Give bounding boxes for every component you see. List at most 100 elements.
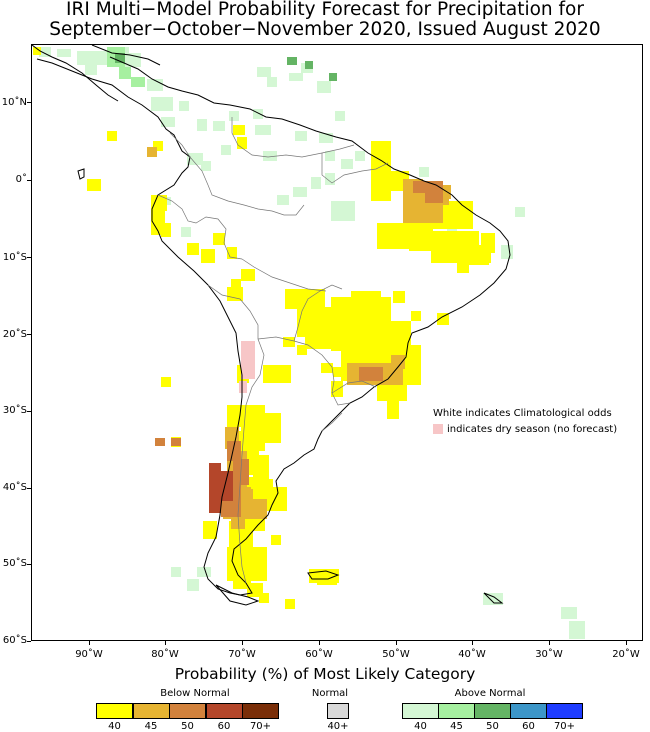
above-normal-swatch-70+ — [546, 703, 583, 719]
forecast-cell — [333, 367, 347, 377]
below-normal-swatch-40-label: 40 — [108, 721, 121, 732]
lat-label-50s: 50˚S — [2, 558, 27, 569]
forecast-cell — [411, 311, 421, 321]
lon-label-40w: 40˚W — [458, 649, 486, 660]
forecast-cell — [437, 313, 449, 325]
climatological-odds-note: White indicates Climatological odds — [433, 408, 612, 419]
forecast-cell — [331, 201, 355, 221]
legend-note-box — [430, 404, 615, 438]
falkland-islands — [307, 570, 340, 580]
forecast-cell — [115, 53, 125, 63]
forecast-cell — [259, 593, 269, 603]
forecast-cell — [131, 77, 145, 87]
forecast-cell — [221, 145, 231, 155]
forecast-cell — [187, 153, 203, 165]
normal-label: Normal — [311, 688, 349, 699]
below-normal-swatch-50 — [169, 703, 206, 719]
forecast-cell — [227, 441, 241, 461]
country-border — [231, 117, 355, 158]
forecast-cell — [231, 515, 245, 529]
forecast-cell — [213, 121, 225, 131]
forecast-cell — [107, 131, 117, 141]
above-normal-swatch-70+-label: 70+ — [553, 721, 576, 732]
forecast-cell — [561, 607, 577, 619]
forecast-cell — [329, 73, 337, 81]
forecast-cell — [391, 355, 405, 369]
forecast-cell — [325, 173, 335, 185]
normal-swatch-label: 40+ — [327, 721, 349, 732]
lat-label-0: 0˚ — [15, 174, 27, 185]
forecast-cell — [201, 161, 211, 171]
forecast-cell — [469, 251, 489, 265]
below-normal-swatch-70+-label: 70+ — [249, 721, 272, 732]
forecast-cell — [287, 57, 297, 65]
forecast-cell — [285, 599, 295, 609]
south-america-coastline — [36, 56, 511, 596]
lat-label-10n: 10˚N — [1, 97, 27, 108]
lon-tick — [472, 641, 473, 645]
forecast-cell — [39, 47, 51, 57]
country-border — [321, 153, 389, 184]
forecast-cell — [277, 195, 289, 205]
forecast-cell — [181, 227, 191, 237]
below-normal-label: Below Normal — [160, 688, 230, 699]
forecast-cell — [77, 51, 107, 65]
lon-label-60w: 60˚W — [305, 649, 333, 660]
forecast-cell — [501, 245, 513, 259]
lat-label-40s: 40˚S — [2, 482, 27, 493]
tierra-del-fuego — [215, 584, 260, 606]
lon-tick — [242, 641, 243, 645]
country-border — [293, 284, 343, 342]
lat-tick — [27, 411, 31, 412]
lat-tick — [27, 102, 31, 103]
below-normal-swatch-45-label: 45 — [144, 721, 158, 732]
below-normal-swatch-45 — [132, 703, 170, 719]
forecast-cell — [297, 345, 307, 355]
lon-tick — [549, 641, 550, 645]
above-normal-swatch-40 — [402, 703, 439, 719]
forecast-cell — [419, 167, 429, 177]
forecast-cell — [233, 561, 251, 589]
forecast-cell — [197, 567, 211, 577]
forecast-map — [31, 44, 643, 641]
above-normal-swatch-45 — [438, 703, 475, 719]
caribbean-coastline — [91, 45, 161, 66]
forecast-cell — [231, 279, 241, 289]
lat-label-10s: 10˚S — [2, 252, 27, 263]
forecast-cell — [271, 535, 281, 545]
forecast-cell — [213, 233, 225, 245]
above-normal-swatch-50-label: 50 — [486, 721, 499, 732]
forecast-cell — [233, 125, 245, 135]
forecast-cell — [179, 101, 189, 111]
forecast-cell — [569, 621, 585, 639]
forecast-cell — [151, 195, 167, 211]
country-border — [157, 194, 243, 260]
forecast-cell — [293, 187, 307, 197]
lat-label-60s: 60˚S — [2, 635, 27, 646]
forecast-cell — [197, 119, 207, 131]
map-title-line-1: IRI Multi−Model Probability Forecast for… — [66, 0, 584, 20]
forecast-cell — [171, 567, 181, 577]
forecast-cell — [255, 125, 271, 135]
forecast-cell — [515, 207, 525, 217]
lon-tick — [165, 641, 166, 645]
south-georgia-island — [483, 592, 504, 604]
lon-label-80w: 80˚W — [151, 649, 179, 660]
legend-title: Probability (%) of Most Likely Category — [174, 665, 476, 683]
above-normal-label: Above Normal — [454, 688, 526, 699]
lat-label-20s: 20˚S — [2, 329, 27, 340]
forecast-cell — [33, 47, 41, 55]
forecast-cell — [187, 243, 199, 255]
forecast-cell — [203, 521, 217, 539]
forecast-cell — [317, 81, 331, 93]
forecast-cell — [239, 381, 247, 393]
country-border — [207, 284, 265, 584]
below-normal-swatch-60 — [205, 703, 243, 719]
forecast-cell — [263, 365, 291, 383]
above-normal-swatch-45-label: 45 — [450, 721, 463, 732]
country-border — [241, 258, 327, 292]
forecast-cell — [317, 575, 337, 585]
lon-tick — [396, 641, 397, 645]
forecast-cell — [263, 151, 277, 161]
forecast-cell — [241, 341, 255, 379]
